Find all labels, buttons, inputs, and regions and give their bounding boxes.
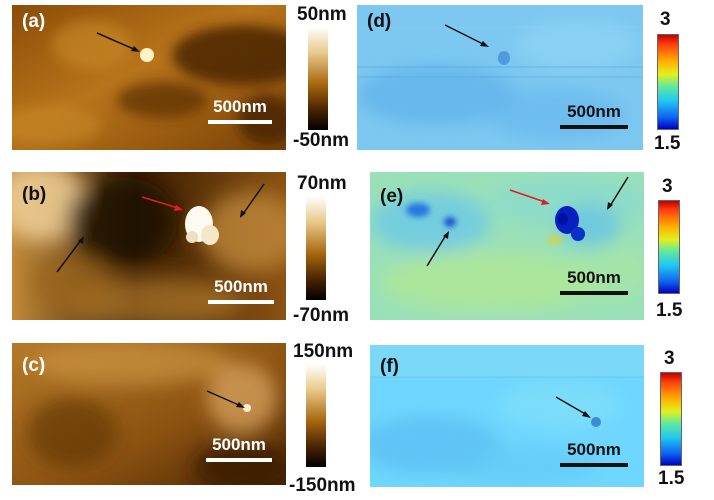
colorbar-d-min: 1.5 bbox=[654, 133, 681, 154]
scalebar-label-b: 500nm bbox=[214, 277, 268, 296]
arrow-b-left bbox=[56, 239, 82, 273]
panel-b-topography: (b) 500nm bbox=[12, 172, 286, 320]
particle-b bbox=[185, 206, 219, 245]
scalebar-a: 500nm bbox=[208, 97, 272, 124]
particle-e bbox=[555, 206, 585, 241]
arrow-e-right bbox=[609, 176, 629, 207]
scalebar-label-a: 500nm bbox=[213, 97, 267, 116]
colorbar-b-min: -70nm bbox=[293, 305, 349, 326]
scalebar-line-e bbox=[560, 291, 628, 295]
scalebar-line-d bbox=[560, 125, 628, 129]
panel-label-d: (d) bbox=[367, 11, 392, 32]
scalebar-f: 500nm bbox=[560, 440, 628, 467]
panel-label-e: (e) bbox=[380, 186, 404, 207]
colorbar-b bbox=[306, 196, 326, 300]
colorbar-a-min: -50nm bbox=[293, 130, 349, 151]
colorbar-c-max: 150nm bbox=[293, 341, 354, 362]
colorbar-b-max: 70nm bbox=[297, 173, 347, 194]
afm-image-b bbox=[12, 172, 286, 320]
scalebar-c: 500nm bbox=[206, 435, 272, 462]
colorbar-c bbox=[306, 364, 326, 467]
arrow-d bbox=[444, 24, 486, 46]
arrow-f bbox=[555, 396, 588, 416]
scalebar-d: 500nm bbox=[560, 102, 628, 129]
map-image-f bbox=[370, 345, 644, 487]
colorbar-e-max: 3 bbox=[662, 176, 673, 197]
arrow-c bbox=[206, 390, 242, 407]
panel-label-f: (f) bbox=[380, 356, 399, 377]
panel-label-b: (b) bbox=[22, 184, 47, 205]
scalebar-line-a bbox=[208, 120, 272, 124]
scalebar-e: 500nm bbox=[560, 268, 628, 295]
scalebar-label-e: 500nm bbox=[567, 268, 621, 287]
particle-d bbox=[498, 51, 510, 65]
scalebar-line-c bbox=[206, 458, 272, 462]
arrow-b-right bbox=[242, 183, 265, 215]
afm-image-a bbox=[12, 5, 286, 150]
panel-f-map: (f) 500nm bbox=[370, 345, 644, 487]
colorbar-c-min: -150nm bbox=[289, 475, 356, 496]
scalebar-line-b bbox=[208, 300, 274, 304]
arrow-a bbox=[96, 32, 137, 51]
panel-c-topography: (c) 500nm bbox=[12, 343, 286, 485]
panel-a-topography: (a) 500nm bbox=[12, 5, 286, 150]
panel-label-c: (c) bbox=[22, 355, 46, 376]
colorbar-a-max: 50nm bbox=[297, 4, 347, 25]
arrow-e-left bbox=[426, 234, 447, 267]
scalebar-line-f bbox=[560, 463, 628, 467]
particle-c bbox=[243, 404, 251, 412]
colorbar-d-max: 3 bbox=[660, 9, 671, 30]
scalebar-b: 500nm bbox=[208, 277, 274, 304]
afm-image-c bbox=[12, 343, 286, 485]
colorbar-f-max: 3 bbox=[664, 348, 675, 369]
colorbar-e-min: 1.5 bbox=[656, 300, 683, 321]
colorbar-a bbox=[308, 27, 328, 130]
map-image-e bbox=[370, 172, 644, 320]
colorbar-e bbox=[658, 200, 680, 294]
particle-f bbox=[591, 417, 601, 427]
colorbar-d bbox=[657, 34, 679, 130]
scalebar-label-d: 500nm bbox=[567, 102, 621, 121]
red-arrow-e bbox=[509, 189, 546, 203]
particle-a bbox=[140, 48, 154, 62]
colorbar-f bbox=[660, 372, 682, 466]
panel-e-map: (e) 500nm bbox=[370, 172, 644, 320]
colorbar-f-min: 1.5 bbox=[658, 468, 685, 489]
panel-d-map: (d) 500nm bbox=[357, 5, 643, 150]
scalebar-label-c: 500nm bbox=[212, 435, 266, 454]
scalebar-label-f: 500nm bbox=[567, 440, 621, 459]
panel-label-a: (a) bbox=[22, 11, 46, 32]
red-arrow-b bbox=[141, 196, 179, 209]
